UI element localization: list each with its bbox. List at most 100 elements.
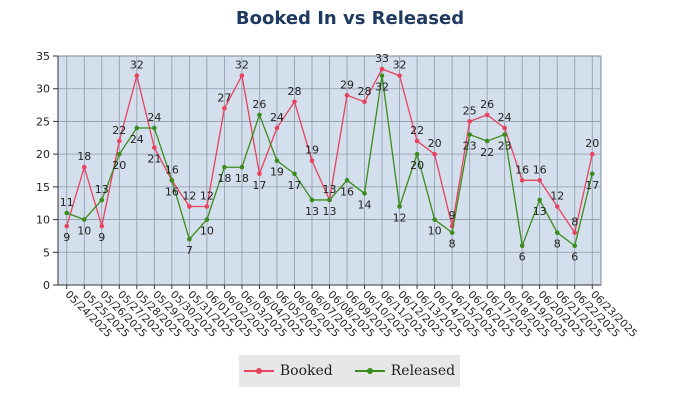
data-point-released (589, 171, 595, 177)
data-label-released: 16 (165, 185, 179, 198)
data-point-released (449, 230, 455, 235)
y-tick-label: 15 (36, 181, 50, 194)
data-point-released (537, 197, 542, 203)
data-label-released: 20 (112, 159, 126, 172)
data-label-booked: 20 (428, 137, 442, 150)
legend-item-released: Released (354, 363, 455, 379)
y-tick-label: 0 (43, 279, 50, 292)
data-label-booked: 28 (287, 85, 301, 98)
data-point-released (554, 230, 560, 235)
data-point-booked (292, 99, 297, 105)
data-label-booked: 18 (77, 150, 91, 163)
data-label-released: 8 (449, 238, 456, 251)
data-point-released (222, 164, 227, 170)
data-point-released (309, 197, 315, 203)
data-label-booked: 32 (235, 59, 249, 72)
data-label-released: 11 (60, 196, 74, 209)
data-label-booked: 9 (449, 209, 456, 222)
data-label-released: 23 (498, 140, 512, 153)
data-point-booked (222, 106, 227, 111)
data-label-released: 13 (95, 183, 109, 196)
data-point-booked (134, 73, 140, 78)
data-label-booked: 29 (340, 78, 354, 91)
data-label-booked: 27 (217, 91, 231, 104)
data-label-released: 16 (340, 185, 354, 198)
data-label-booked: 24 (498, 111, 512, 124)
data-point-booked (519, 178, 525, 183)
data-point-released (169, 178, 175, 183)
data-point-released (327, 197, 332, 203)
data-point-booked (187, 204, 192, 209)
data-label-booked: 25 (463, 104, 477, 117)
data-label-released: 23 (463, 140, 477, 153)
data-label-released: 13 (533, 205, 547, 218)
data-label-booked: 32 (130, 59, 144, 72)
data-label-released: 8 (554, 238, 561, 251)
data-label-booked: 19 (305, 144, 319, 157)
data-label-released: 12 (393, 211, 407, 224)
data-label-released: 13 (323, 205, 337, 218)
data-label-booked: 22 (112, 124, 126, 137)
data-label-booked: 28 (358, 85, 372, 98)
data-label-released: 13 (305, 205, 319, 218)
data-label-released: 20 (410, 159, 424, 172)
data-label-booked: 9 (63, 231, 70, 244)
data-point-released (432, 217, 437, 222)
data-label-released: 24 (130, 133, 144, 146)
data-label-released: 18 (217, 172, 231, 185)
data-point-released (187, 236, 192, 242)
data-label-booked: 12 (182, 189, 196, 202)
y-tick-label: 5 (43, 246, 50, 259)
data-label-booked: 16 (515, 163, 529, 176)
data-point-booked (502, 125, 507, 131)
data-label-released: 10 (200, 225, 214, 238)
data-point-released (117, 151, 122, 157)
data-label-booked: 20 (585, 137, 599, 150)
y-tick-label: 30 (36, 83, 50, 96)
data-label-released: 26 (252, 98, 266, 111)
data-label-released: 17 (287, 179, 301, 192)
data-point-released (152, 125, 157, 131)
data-label-released: 19 (270, 166, 284, 179)
data-point-released (397, 204, 402, 209)
data-point-released (81, 217, 87, 222)
data-label-booked: 9 (98, 231, 105, 244)
chart-title: Booked In vs Released (235, 8, 465, 29)
data-point-booked (309, 158, 315, 163)
legend-swatch-released (354, 366, 385, 376)
data-point-booked (432, 151, 437, 157)
y-tick-label: 10 (36, 214, 50, 227)
y-tick-label: 35 (36, 50, 50, 63)
data-point-booked (152, 145, 157, 150)
data-label-released: 6 (571, 251, 578, 264)
data-label-released: 10 (77, 225, 91, 238)
legend-label-booked: Booked (279, 363, 333, 379)
data-label-booked: 26 (480, 98, 494, 111)
legend: Booked Released (239, 355, 460, 387)
data-label-released: 7 (186, 244, 193, 257)
data-label-released: 17 (585, 179, 599, 192)
data-label-booked: 17 (252, 179, 266, 192)
data-point-booked (397, 73, 402, 78)
data-point-booked (379, 66, 385, 72)
data-point-booked (537, 178, 542, 183)
legend-item-booked: Booked (243, 363, 333, 379)
data-point-booked (554, 204, 560, 209)
data-point-released (274, 158, 280, 163)
data-point-booked (239, 73, 245, 78)
data-point-released (379, 73, 385, 78)
data-label-booked: 21 (147, 153, 161, 166)
data-label-booked: 24 (270, 111, 284, 124)
data-label-released: 32 (375, 81, 389, 94)
data-label-released: 18 (235, 172, 249, 185)
data-label-booked: 8 (571, 216, 578, 229)
data-label-booked: 16 (533, 163, 547, 176)
data-point-booked (589, 151, 595, 157)
data-point-released (204, 217, 210, 222)
data-label-released: 14 (358, 198, 372, 211)
data-point-booked (204, 204, 210, 209)
data-point-released (257, 112, 262, 118)
data-point-booked (81, 164, 87, 170)
data-label-booked: 32 (393, 59, 407, 72)
